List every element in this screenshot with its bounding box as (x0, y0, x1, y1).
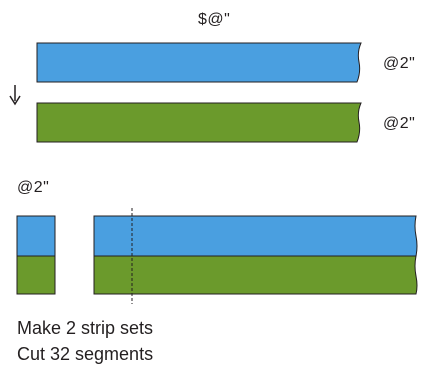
segment-green-square (16, 255, 56, 295)
blue-strip-top (36, 42, 362, 83)
instruction-cut-segments: Cut 32 segments (17, 344, 154, 364)
strip-set-blue (93, 215, 418, 257)
strip-set-green (93, 255, 418, 295)
instruction-strip-sets: Make 2 strip sets (17, 318, 154, 338)
arrow-down-icon (9, 85, 21, 106)
blue-strip-measure-label: @2" (383, 55, 416, 72)
segment-measure-label: @2" (17, 179, 50, 196)
top-measure-label: $@" (198, 11, 231, 28)
segment-blue-square (16, 215, 56, 257)
green-strip-measure-label: @2" (383, 115, 416, 132)
green-strip-top (36, 102, 362, 143)
